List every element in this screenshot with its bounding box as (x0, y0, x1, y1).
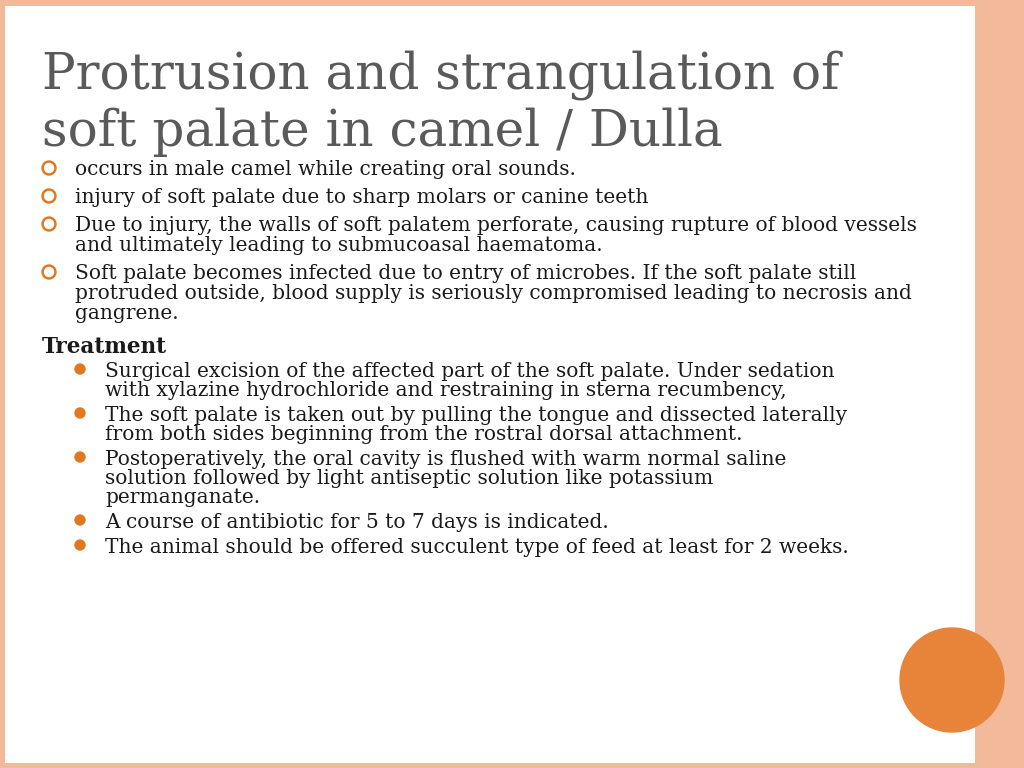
Circle shape (44, 164, 53, 173)
Text: The animal should be offered succulent type of feed at least for 2 weeks.: The animal should be offered succulent t… (105, 538, 849, 557)
Text: solution followed by light antiseptic solution like potassium: solution followed by light antiseptic so… (105, 469, 714, 488)
Circle shape (900, 628, 1004, 732)
Text: A course of antibiotic for 5 to 7 days is indicated.: A course of antibiotic for 5 to 7 days i… (105, 513, 608, 532)
Text: Soft palate becomes infected due to entry of microbes. If the soft palate still: Soft palate becomes infected due to entr… (75, 264, 856, 283)
FancyBboxPatch shape (975, 0, 1024, 768)
Circle shape (42, 161, 56, 175)
Text: Postoperatively, the oral cavity is flushed with warm normal saline: Postoperatively, the oral cavity is flus… (105, 450, 786, 469)
Circle shape (42, 265, 56, 279)
Text: The soft palate is taken out by pulling the tongue and dissected laterally: The soft palate is taken out by pulling … (105, 406, 847, 425)
Circle shape (75, 364, 85, 374)
Circle shape (75, 408, 85, 418)
Circle shape (42, 217, 56, 231)
Circle shape (75, 540, 85, 550)
Circle shape (44, 191, 53, 200)
FancyBboxPatch shape (0, 763, 1024, 768)
Text: Protrusion and strangulation of: Protrusion and strangulation of (42, 50, 840, 100)
Text: Surgical excision of the affected part of the soft palate. Under sedation: Surgical excision of the affected part o… (105, 362, 835, 381)
Text: permanganate.: permanganate. (105, 488, 260, 507)
Circle shape (75, 452, 85, 462)
FancyBboxPatch shape (0, 0, 1024, 6)
Circle shape (42, 189, 56, 203)
Circle shape (44, 267, 53, 276)
Text: soft palate in camel / Dulla: soft palate in camel / Dulla (42, 108, 723, 157)
Text: injury of soft palate due to sharp molars or canine teeth: injury of soft palate due to sharp molar… (75, 188, 648, 207)
FancyBboxPatch shape (0, 0, 5, 768)
Text: with xylazine hydrochloride and restraining in sterna recumbency,: with xylazine hydrochloride and restrain… (105, 381, 786, 400)
Text: protruded outside, blood supply is seriously compromised leading to necrosis and: protruded outside, blood supply is serio… (75, 284, 912, 303)
Text: and ultimately leading to submucoasal haematoma.: and ultimately leading to submucoasal ha… (75, 236, 603, 255)
Text: gangrene.: gangrene. (75, 304, 178, 323)
Text: from both sides beginning from the rostral dorsal attachment.: from both sides beginning from the rostr… (105, 425, 742, 444)
Text: Treatment: Treatment (42, 336, 167, 358)
Text: Due to injury, the walls of soft palatem perforate, causing rupture of blood ves: Due to injury, the walls of soft palatem… (75, 216, 916, 235)
Circle shape (44, 220, 53, 229)
Text: occurs in male camel while creating oral sounds.: occurs in male camel while creating oral… (75, 160, 575, 179)
Circle shape (75, 515, 85, 525)
